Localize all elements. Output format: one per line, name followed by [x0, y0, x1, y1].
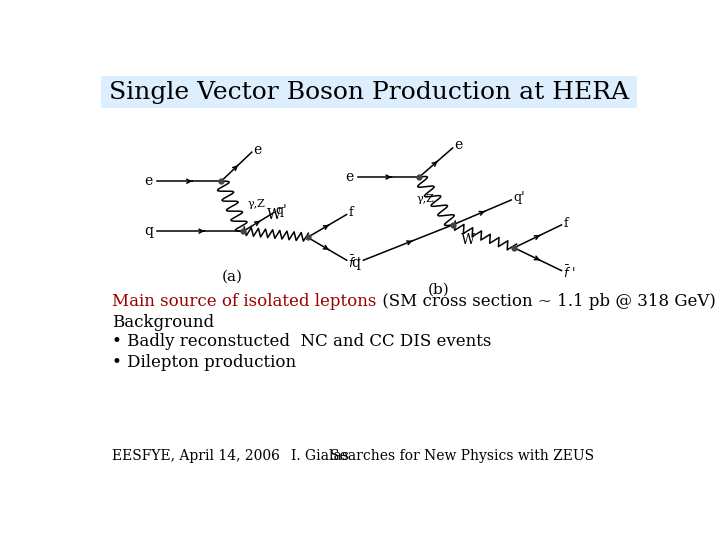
Text: e: e — [253, 143, 261, 157]
FancyBboxPatch shape — [101, 76, 637, 109]
Text: q: q — [145, 224, 153, 238]
Text: (SM cross section ~ 1.1 pb @ 318 GeV): (SM cross section ~ 1.1 pb @ 318 GeV) — [377, 293, 716, 310]
Text: e: e — [145, 174, 153, 188]
Text: W: W — [267, 208, 282, 222]
Text: γ,Z: γ,Z — [248, 199, 265, 209]
Text: (b): (b) — [428, 282, 449, 296]
Text: (a): (a) — [222, 270, 243, 284]
Text: e: e — [454, 138, 463, 152]
Text: q': q' — [513, 191, 525, 204]
Text: Searches for New Physics with ZEUS: Searches for New Physics with ZEUS — [330, 449, 594, 463]
Text: Single Vector Boson Production at HERA: Single Vector Boson Production at HERA — [109, 81, 629, 104]
Text: I. Gialas: I. Gialas — [291, 449, 349, 463]
Text: • Dilepton production: • Dilepton production — [112, 354, 297, 370]
Text: $\bar{f}$ ': $\bar{f}$ ' — [348, 254, 361, 271]
Text: e: e — [346, 170, 354, 184]
Text: W: W — [461, 233, 475, 247]
Text: q: q — [351, 256, 360, 269]
Text: $\bar{f}$ ': $\bar{f}$ ' — [563, 265, 576, 281]
Text: q': q' — [276, 204, 287, 217]
Text: γ,Z: γ,Z — [416, 194, 434, 204]
Text: f: f — [348, 206, 353, 219]
Text: Background: Background — [112, 314, 215, 331]
Text: EESFYE, April 14, 2006: EESFYE, April 14, 2006 — [112, 449, 280, 463]
Text: • Badly reconstucted  NC and CC DIS events: • Badly reconstucted NC and CC DIS event… — [112, 333, 492, 350]
Text: Main source of isolated leptons: Main source of isolated leptons — [112, 293, 377, 310]
Text: f: f — [563, 217, 568, 230]
